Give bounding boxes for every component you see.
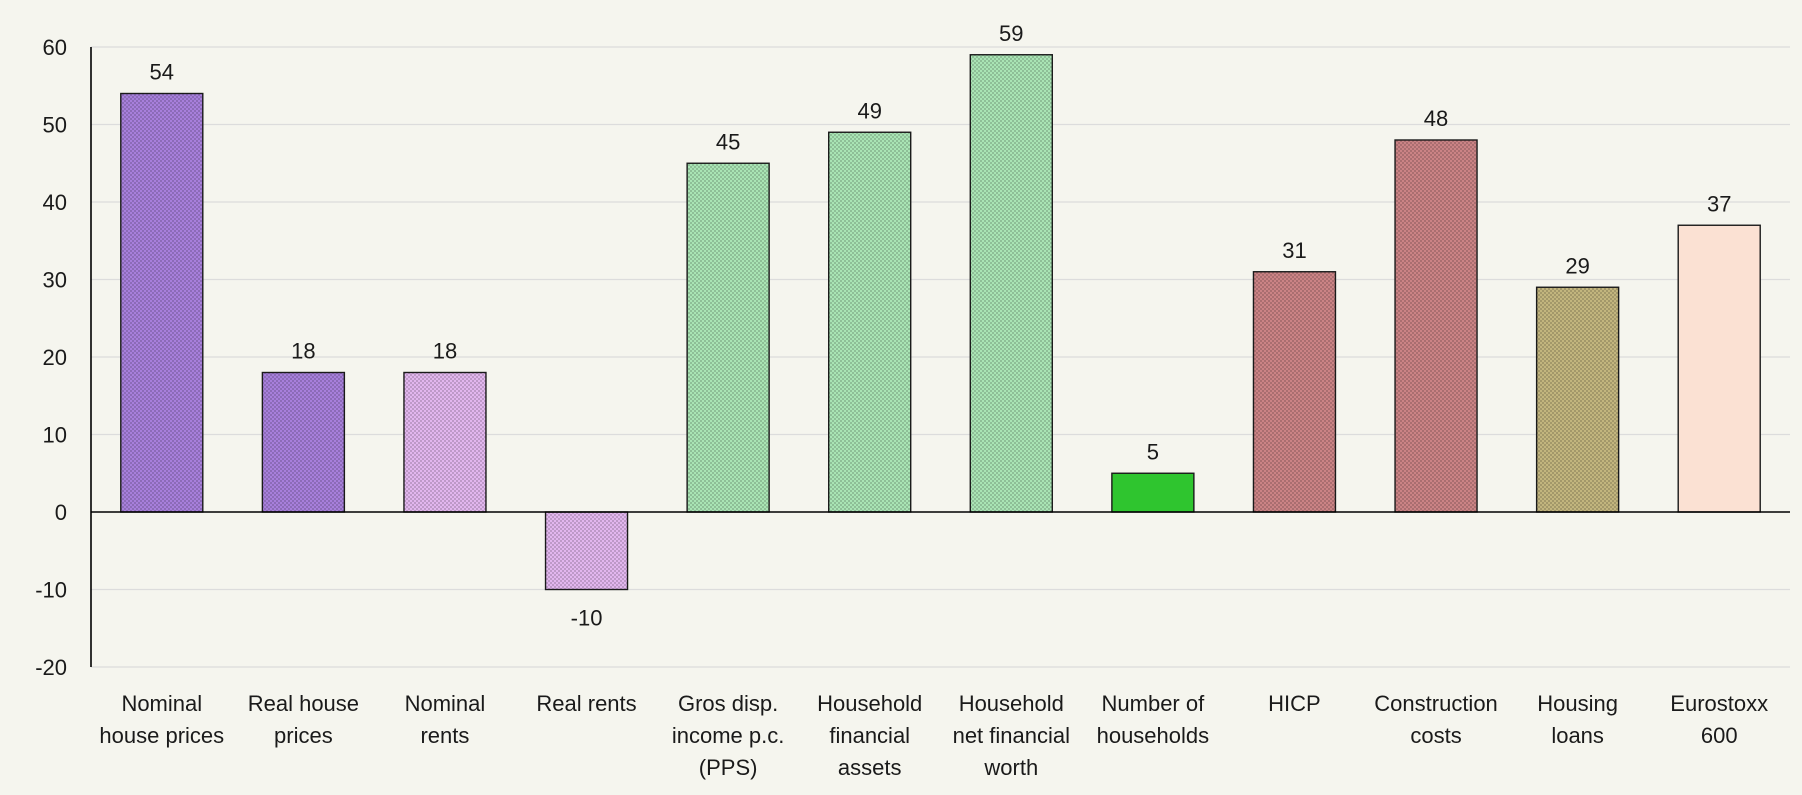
category-label: assets [838, 755, 902, 780]
category-label: (PPS) [699, 755, 758, 780]
y-tick-label: -10 [35, 578, 67, 603]
y-tick-label: 60 [43, 35, 67, 60]
bar [828, 131, 912, 513]
bar [1535, 286, 1620, 513]
bar [686, 162, 770, 513]
category-label: net financial [953, 723, 1070, 748]
category-label: Nominal [405, 691, 486, 716]
y-tick-label: 20 [43, 345, 67, 370]
y-tick-label: 50 [43, 113, 67, 138]
category-label: Household [959, 691, 1064, 716]
data-label: 37 [1707, 191, 1731, 216]
data-label: 18 [433, 339, 457, 364]
category-label: prices [274, 723, 333, 748]
y-tick-label: 10 [43, 423, 67, 448]
data-label: 29 [1565, 253, 1589, 278]
category-label: loans [1551, 723, 1604, 748]
category-label: Real rents [536, 691, 636, 716]
category-label: Construction [1374, 691, 1498, 716]
value-labels: 54 18 18 -10 45 49 59 5 31 48 29 37 [150, 21, 1732, 631]
y-tick-label: -20 [35, 655, 67, 680]
category-label: rents [420, 723, 469, 748]
category-label: households [1097, 723, 1210, 748]
bar [544, 511, 629, 591]
bar [261, 371, 346, 513]
data-label: -10 [571, 606, 603, 631]
data-label: 18 [291, 339, 315, 364]
data-label: 5 [1147, 439, 1159, 464]
category-label: income p.c. [672, 723, 785, 748]
category-label: Number of [1102, 691, 1206, 716]
data-label: 54 [150, 60, 174, 85]
category-label: worth [983, 755, 1038, 780]
category-label: Nominal [121, 691, 202, 716]
data-label: 45 [716, 129, 740, 154]
bar [403, 371, 487, 513]
y-tick-label: 40 [43, 190, 67, 215]
category-label: costs [1410, 723, 1461, 748]
category-label: 600 [1701, 723, 1738, 748]
bar [1677, 224, 1761, 513]
category-label: HICP [1268, 691, 1321, 716]
category-label: Gros disp. [678, 691, 778, 716]
bar [1394, 139, 1478, 513]
data-label: 48 [1424, 106, 1448, 131]
bar [969, 54, 1053, 513]
data-label: 59 [999, 21, 1023, 46]
data-label: 31 [1282, 238, 1306, 263]
axes [90, 47, 1790, 667]
y-tick-label: 0 [55, 500, 67, 525]
bar [1252, 271, 1337, 513]
data-label: 49 [857, 98, 881, 123]
category-label: financial [829, 723, 910, 748]
y-tick-label: 30 [43, 268, 67, 293]
y-axis-ticks: -20 -10 0 10 20 30 40 50 60 [35, 35, 67, 680]
category-label: Housing [1537, 691, 1618, 716]
category-label: house prices [99, 723, 224, 748]
category-label: Real house [248, 691, 359, 716]
grid-layer [91, 46, 1790, 668]
category-label: Household [817, 691, 922, 716]
category-label: Eurostoxx [1670, 691, 1768, 716]
category-labels: Nominal house prices Real house prices Nomin… [99, 691, 1768, 780]
bar [120, 92, 204, 513]
bar [1111, 472, 1195, 513]
bar-series [120, 54, 1761, 591]
